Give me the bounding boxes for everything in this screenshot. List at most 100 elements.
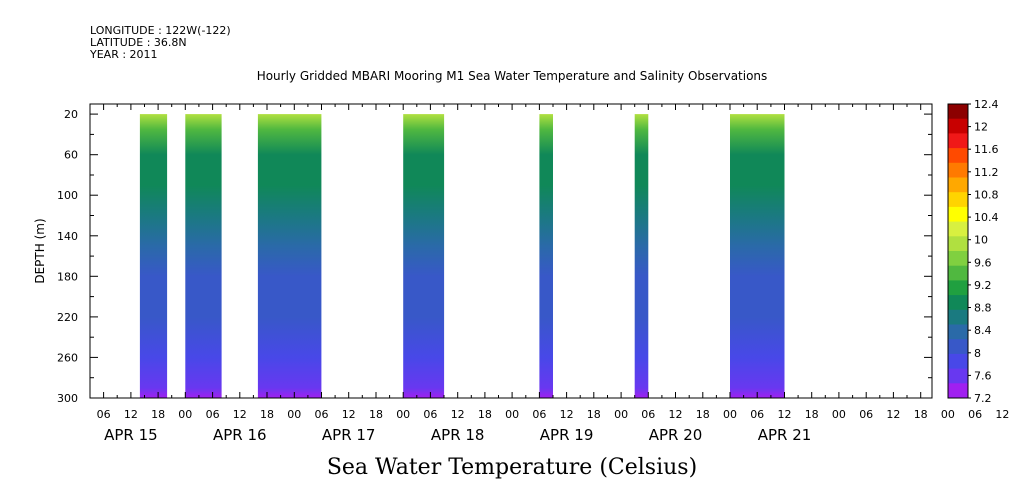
hour-tick-label: 18: [151, 408, 165, 421]
day-tick-label: APR 17: [322, 426, 376, 444]
colorbar-tick-label: 10: [974, 234, 988, 247]
hour-tick-label: 00: [287, 408, 301, 421]
colorbar-segment: [948, 118, 968, 134]
y-tick-label: 100: [57, 189, 78, 202]
data-block-5: [539, 114, 553, 398]
colorbar-segment: [948, 265, 968, 281]
day-tick-label: APR 19: [540, 426, 594, 444]
hour-tick-label: 00: [178, 408, 192, 421]
year-label: YEAR : 2011: [90, 48, 158, 61]
data-block-2: [185, 114, 222, 398]
y-tick-label: 60: [64, 149, 78, 162]
y-tick-label: 180: [57, 270, 78, 283]
day-tick-label: APR 16: [213, 426, 267, 444]
chart-title: Hourly Gridded MBARI Mooring M1 Sea Wate…: [257, 69, 768, 83]
hour-tick-label: 12: [560, 408, 574, 421]
plot-frame: [89, 103, 933, 399]
hour-tick-label: 00: [396, 408, 410, 421]
hour-tick-label: 12: [233, 408, 247, 421]
colorbar-segment: [948, 133, 968, 149]
data-block-7: [730, 114, 785, 398]
y-axis-ticks: 20 60 100 140 180 220 260 300: [57, 108, 932, 405]
data-block-6: [634, 114, 649, 398]
y-tick-label: 20: [64, 108, 78, 121]
latitude-label: LATITUDE : 36.8N: [90, 36, 187, 49]
hour-tick-label: 06: [968, 408, 982, 421]
colorbar-segment: [948, 368, 968, 384]
colorbar-segment: [948, 162, 968, 178]
hour-tick-label: 06: [641, 408, 655, 421]
hour-tick-label: 06: [206, 408, 220, 421]
hour-tick-label: 12: [342, 408, 356, 421]
colorbar-tick-label: 10.8: [974, 189, 999, 202]
colorbar-tick-labels: 12.4 12 11.6 11.2 10.8 10.4 10 9.6 9.2 8.8 8.4 8 7.6…: [968, 98, 999, 405]
hour-tick-label: 12: [995, 408, 1009, 421]
hour-tick-label: 12: [778, 408, 792, 421]
y-axis-label: DEPTH (m): [33, 218, 47, 283]
data-blocks: [139, 114, 785, 398]
hour-tick-label: 18: [369, 408, 383, 421]
longitude-label: LONGITUDE : 122W(-122): [90, 24, 231, 37]
colorbar-tick-label: 8.8: [974, 302, 992, 315]
hour-tick-label: 18: [805, 408, 819, 421]
colorbar-tick-label: 7.2: [974, 392, 992, 405]
hour-tick-label: 06: [423, 408, 437, 421]
y-tick-label: 260: [57, 351, 78, 364]
hour-tick-label: 12: [669, 408, 683, 421]
hour-tick-label: 00: [832, 408, 846, 421]
day-tick-label: APR 20: [649, 426, 703, 444]
hour-tick-label: 00: [941, 408, 955, 421]
day-tick-label: APR 15: [104, 426, 158, 444]
colorbar-segment: [948, 192, 968, 208]
hour-tick-label: 06: [315, 408, 329, 421]
colorbar-segment: [948, 236, 968, 252]
colorbar-segment: [948, 383, 968, 399]
hour-tick-label: 18: [914, 408, 928, 421]
colorbar-segment: [948, 148, 968, 164]
colorbar-tick-label: 7.6: [974, 369, 992, 382]
hour-tick-labels: 06 12 18 00 06 12 18 00 06 12 18 00 06 12 18 00 06 12 18 00…: [97, 408, 1009, 421]
colorbar-tick-label: 8.4: [974, 324, 992, 337]
colorbar-tick-label: 9.6: [974, 256, 992, 269]
data-block-4: [403, 114, 445, 398]
x-axis-label: Sea Water Temperature (Celsius): [327, 455, 697, 480]
hour-tick-label: 06: [532, 408, 546, 421]
hour-tick-label: 18: [587, 408, 601, 421]
colorbar-segment: [948, 251, 968, 267]
y-tick-label: 140: [57, 230, 78, 243]
colorbar-segment: [948, 295, 968, 311]
colorbar-segment: [948, 104, 968, 120]
hour-tick-label: 06: [750, 408, 764, 421]
y-tick-label: 220: [57, 311, 78, 324]
colorbar-tick-label: 10.4: [974, 211, 999, 224]
colorbar-tick-label: 9.2: [974, 279, 992, 292]
colorbar: [947, 103, 969, 399]
hour-tick-label: 06: [97, 408, 111, 421]
colorbar-segment: [948, 324, 968, 340]
day-tick-label: APR 21: [758, 426, 812, 444]
hour-tick-label: 06: [859, 408, 873, 421]
colorbar-segment: [948, 206, 968, 222]
hour-tick-label: 18: [478, 408, 492, 421]
colorbar-segment: [948, 309, 968, 325]
colorbar-segment: [948, 280, 968, 296]
colorbar-tick-label: 8: [974, 347, 981, 360]
y-tick-label: 300: [57, 392, 78, 405]
data-block-1: [139, 114, 168, 398]
colorbar-segment: [948, 339, 968, 355]
day-tick-labels: APR 15 APR 16 APR 17 APR 18 APR 19 APR 20 APR …: [104, 426, 811, 444]
hour-tick-label: 18: [696, 408, 710, 421]
hour-tick-label: 12: [451, 408, 465, 421]
hour-tick-label: 00: [723, 408, 737, 421]
colorbar-segment: [948, 177, 968, 193]
colorbar-tick-label: 11.2: [974, 166, 999, 179]
colorbar-tick-label: 11.6: [974, 143, 999, 156]
colorbar-segment: [948, 353, 968, 369]
data-block-3: [257, 114, 322, 398]
hour-tick-label: 12: [124, 408, 138, 421]
day-tick-label: APR 18: [431, 426, 485, 444]
colorbar-tick-label: 12: [974, 121, 988, 134]
hour-tick-label: 18: [260, 408, 274, 421]
colorbar-segment: [948, 221, 968, 237]
